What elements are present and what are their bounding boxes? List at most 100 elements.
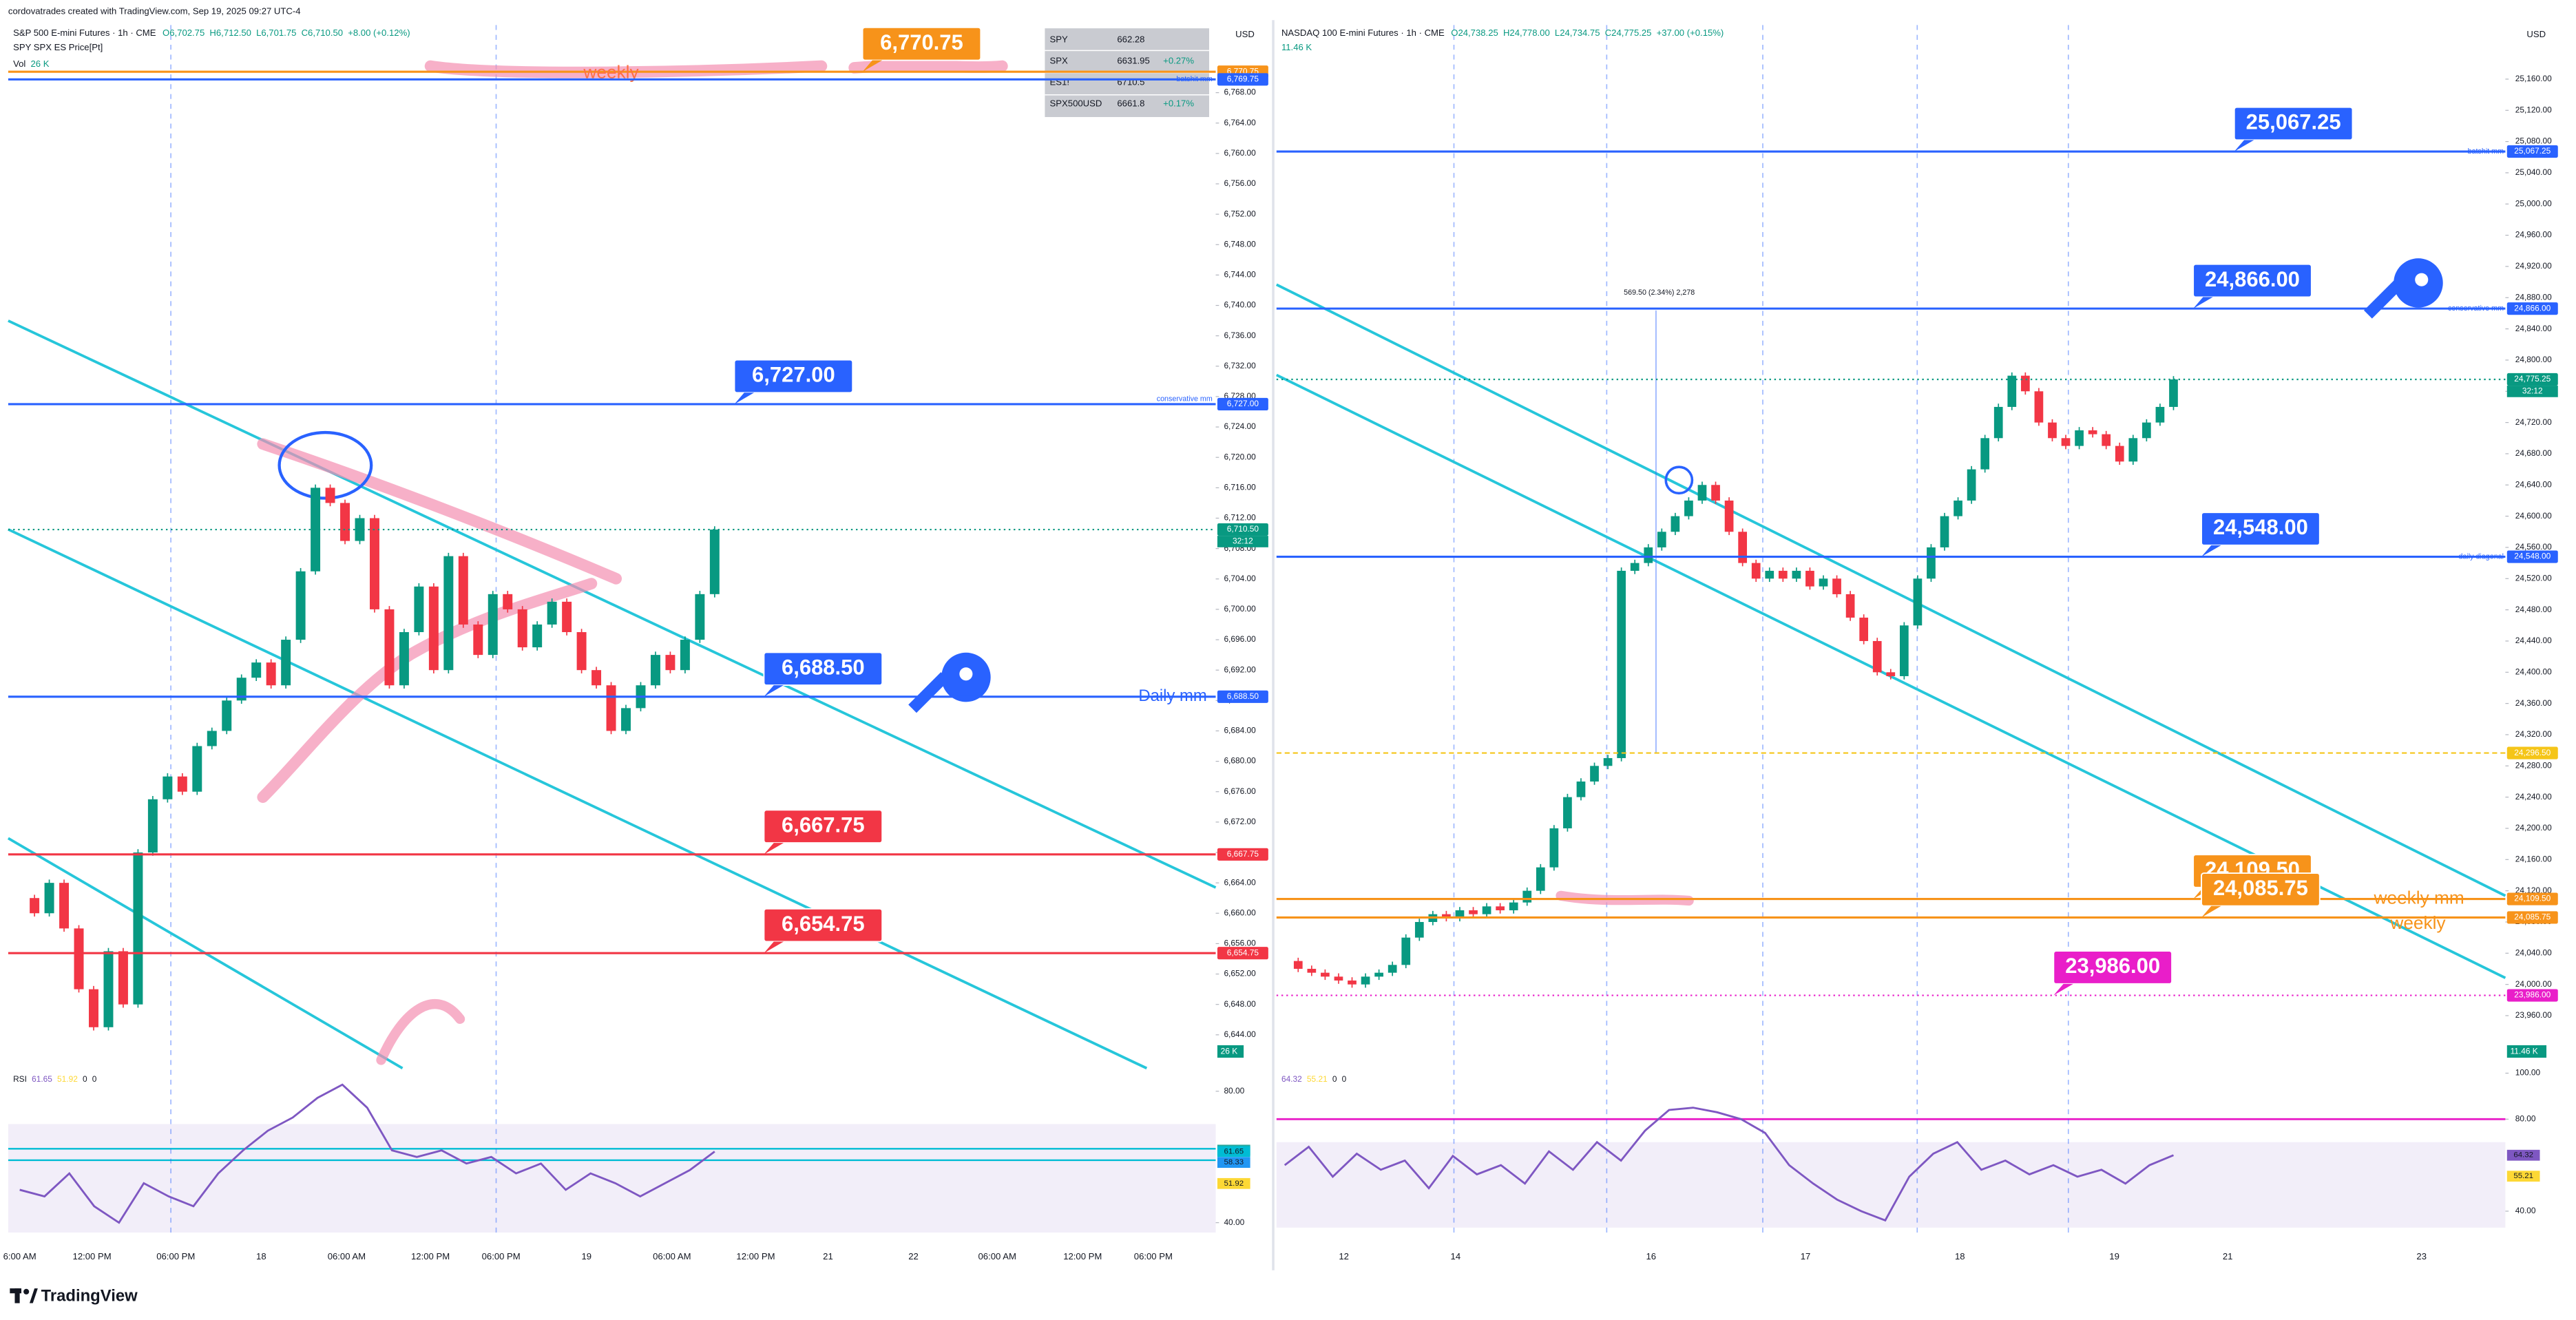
y-tick-label: 24,680.00 — [2515, 448, 2552, 458]
countdown: 32:12 — [1233, 536, 1253, 546]
candle — [2075, 430, 2084, 446]
table-cell: ES1! — [1050, 76, 1069, 87]
candle — [1603, 757, 1613, 766]
y-tick-label: 24,560.00 — [2515, 542, 2552, 552]
price-label: 24,548.00 — [2213, 515, 2308, 539]
candle — [1913, 578, 1923, 626]
brand: TradingView — [41, 1286, 138, 1305]
indicator-title: SPY SPX ES Price[Pt] — [13, 42, 103, 52]
rsi-tag-label: 58.33 — [1224, 1158, 1244, 1166]
candle — [443, 556, 454, 671]
candle — [1940, 516, 1949, 547]
y-tick-label: 6,700.00 — [1224, 604, 1256, 614]
candle — [1414, 921, 1424, 938]
y-tick-label: 6,748.00 — [1224, 239, 1256, 249]
rsi-tag — [1217, 1177, 1250, 1189]
y-tick-label: 6,720.00 — [1224, 452, 1256, 461]
axis-tag-label: 6,654.75 — [1227, 947, 1259, 957]
y-tick-label: 24,200.00 — [2515, 823, 2552, 832]
axis-tag-label: 6,667.75 — [1227, 849, 1259, 859]
candle — [1293, 961, 1303, 969]
candle — [1469, 910, 1478, 914]
y-tick-label: 24,880.00 — [2515, 292, 2552, 302]
axis-tag-label: 25,067.25 — [2514, 146, 2551, 156]
rsi-tag — [2506, 1149, 2540, 1161]
y-tick-label: 24,640.00 — [2515, 479, 2552, 489]
table-cell: SPX500USD — [1050, 98, 1102, 108]
axis-tag — [2506, 145, 2558, 158]
candle — [709, 530, 720, 594]
axis-tag — [2506, 892, 2558, 905]
candle — [547, 601, 557, 625]
y-tick-label: 6,724.00 — [1224, 421, 1256, 431]
x-tick-label: 12 — [1339, 1251, 1349, 1261]
y-tick-label: 24,120.00 — [2515, 886, 2552, 895]
y-tick-label: 6,696.00 — [1224, 634, 1256, 644]
axis-tag-label: 23,986.00 — [2514, 990, 2551, 1000]
rsi-tag — [2506, 1171, 2540, 1182]
ohlc-value: C24,775.25 — [1605, 28, 1652, 38]
candle — [1697, 485, 1707, 501]
y-tick-label: 24,400.00 — [2515, 667, 2552, 676]
candle — [133, 852, 143, 1005]
y-tick-label: 24,600.00 — [2515, 511, 2552, 521]
axis-tag-label: 24,775.25 — [2514, 374, 2551, 384]
candle — [1536, 867, 1545, 891]
axis-tag — [2506, 911, 2558, 924]
candle — [2142, 422, 2151, 439]
x-tick-label: 06:00 PM — [482, 1251, 521, 1261]
candle — [89, 989, 98, 1027]
x-tick-label: 19 — [581, 1251, 591, 1261]
candle — [1374, 972, 1383, 977]
y-tick-label: 24,800.00 — [2515, 355, 2552, 364]
rsi-legend: RSI — [13, 1074, 27, 1084]
candle — [591, 670, 602, 686]
y-tick-label: 6,712.00 — [1224, 513, 1256, 523]
y-tick-label: 6,704.00 — [1224, 574, 1256, 583]
candle — [1522, 890, 1532, 903]
candle — [340, 503, 350, 541]
rsi-legend: 64.32 — [1281, 1074, 1302, 1084]
x-tick-label: 12:00 PM — [1063, 1251, 1102, 1261]
countdown-bg — [2506, 386, 2558, 397]
candle — [384, 609, 395, 686]
table-cell: SPY — [1050, 34, 1068, 44]
axis-tag-label: 6,688.50 — [1227, 691, 1259, 701]
level-note: batshit mm — [2468, 147, 2504, 156]
price-label-pointer — [2234, 140, 2254, 152]
rsi-band — [1276, 1142, 2506, 1228]
y-tick-label: 6,732.00 — [1224, 361, 1256, 370]
candle — [1967, 469, 1976, 501]
ohlc-value: L24,734.75 — [1555, 28, 1600, 38]
axis-tag — [1217, 848, 1268, 861]
candle — [325, 488, 335, 503]
candle — [695, 594, 705, 640]
x-tick-label: 6:00 AM — [3, 1251, 36, 1261]
x-tick-label: 12:00 PM — [411, 1251, 450, 1261]
y-tick-label: 6,680.00 — [1224, 756, 1256, 766]
level-note: conservative mm — [1157, 395, 1213, 404]
candle — [1980, 438, 1990, 470]
candle — [2007, 375, 2017, 407]
rsi-tag-label: 51.92 — [1224, 1180, 1244, 1188]
candle — [1751, 563, 1761, 579]
ohlc-value: H6,712.50 — [209, 28, 251, 38]
candle — [650, 655, 660, 686]
candle — [2034, 391, 2044, 423]
candle — [1321, 972, 1330, 977]
axis-tag-label: 24,085.75 — [2514, 912, 2551, 922]
y-tick-label: 6,648.00 — [1224, 999, 1256, 1009]
level-note: conservative mm — [2448, 304, 2504, 313]
x-tick-label: 22 — [908, 1251, 919, 1261]
candle — [295, 571, 306, 640]
candle — [1899, 625, 1909, 676]
candle — [251, 662, 262, 678]
candle — [1845, 594, 1855, 618]
price-label-box — [2201, 872, 2321, 907]
table-cell: 6631.95 — [1117, 55, 1149, 65]
table-cell: +0.27% — [1163, 55, 1194, 65]
rsi-tag-label: 55.21 — [2513, 1172, 2533, 1180]
countdown-bg — [1217, 536, 1268, 547]
price-label: 6,688.50 — [782, 655, 865, 679]
